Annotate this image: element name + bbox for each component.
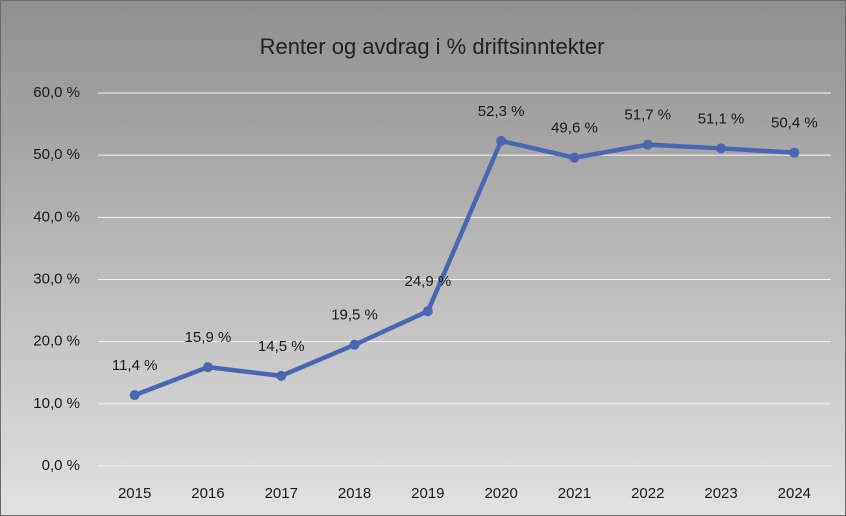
data-label: 14,5 % — [258, 338, 305, 355]
y-tick-label: 40,0 % — [33, 208, 80, 225]
point — [496, 135, 507, 146]
y-tick-label: 50,0 % — [33, 146, 80, 163]
x-tick-label: 2021 — [558, 485, 591, 502]
point — [276, 370, 287, 381]
x-tick-label: 2022 — [631, 485, 664, 502]
y-tick-label: 30,0 % — [33, 270, 80, 287]
x-tick-label: 2020 — [484, 485, 517, 502]
x-tick-label: 2016 — [191, 485, 224, 502]
data-label: 52,3 % — [478, 103, 525, 120]
chart-title: Renter og avdrag i % driftsinntekter — [260, 34, 605, 59]
point — [349, 339, 360, 350]
data-label: 50,4 % — [771, 115, 818, 132]
data-label: 24,9 % — [404, 273, 451, 290]
y-tick-label: 10,0 % — [33, 395, 80, 412]
x-tick-label: 2019 — [411, 485, 444, 502]
data-label: 51,1 % — [698, 110, 745, 127]
series-line — [133, 138, 795, 398]
x-tick-label: 2018 — [338, 485, 371, 502]
point — [789, 147, 800, 158]
point — [129, 390, 140, 401]
y-tick-label: 60,0 % — [33, 84, 80, 101]
x-tick-label: 2017 — [265, 485, 298, 502]
data-label: 19,5 % — [331, 307, 378, 324]
data-label: 11,4 % — [112, 357, 158, 374]
point — [569, 152, 580, 163]
point — [642, 139, 653, 150]
y-tick-label: 20,0 % — [33, 333, 80, 350]
point — [422, 306, 433, 317]
y-tick-label: 0,0 % — [42, 457, 80, 474]
x-tick-label: 2023 — [704, 485, 737, 502]
point — [716, 143, 727, 154]
data-label: 15,9 % — [185, 329, 232, 346]
data-label: 49,6 % — [551, 120, 598, 137]
point — [202, 362, 213, 373]
data-label: 51,7 % — [624, 107, 671, 124]
x-tick-label: 2015 — [118, 485, 151, 502]
x-tick-label: 2024 — [778, 485, 811, 502]
